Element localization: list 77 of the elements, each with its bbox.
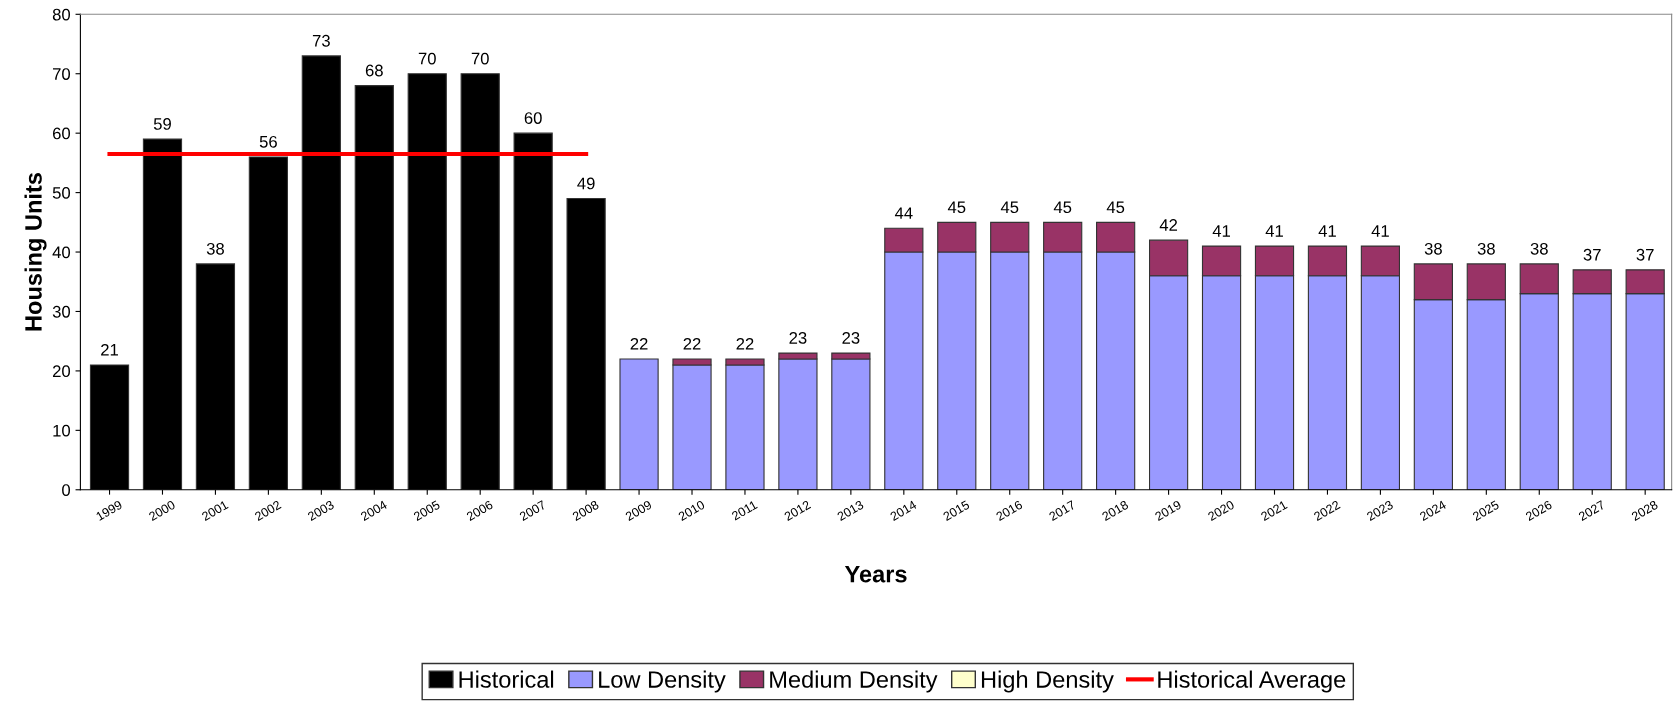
x-tick-label: 2007 bbox=[518, 500, 547, 522]
total-label: 22 bbox=[736, 337, 754, 350]
x-tick-label: 2000 bbox=[148, 500, 176, 522]
total-label: 22 bbox=[683, 337, 701, 350]
total-label: 38 bbox=[1530, 242, 1548, 255]
x-axis-title: Years bbox=[844, 566, 907, 583]
x-tick-label: 2025 bbox=[1472, 500, 1500, 522]
total-label: 49 bbox=[577, 177, 595, 190]
x-tick-label: 2001 bbox=[201, 500, 229, 522]
y-tick-label: 30 bbox=[52, 305, 71, 318]
total-label: 22 bbox=[630, 337, 648, 350]
legend-label: Medium Density bbox=[770, 670, 938, 693]
x-tick-label: 2020 bbox=[1207, 500, 1235, 522]
x-tick-label: 2006 bbox=[465, 500, 494, 522]
total-label: 42 bbox=[1159, 219, 1178, 231]
total-label: 45 bbox=[1000, 201, 1019, 214]
y-tick-label: 20 bbox=[52, 365, 71, 378]
total-label: 59 bbox=[153, 118, 171, 130]
x-tick-label: 2014 bbox=[889, 499, 918, 522]
total-label: 38 bbox=[1477, 242, 1495, 255]
legend-label: Historical bbox=[459, 670, 554, 688]
total-label: 70 bbox=[471, 52, 489, 65]
total-label: 56 bbox=[259, 135, 277, 148]
y-axis-title: Housing Units bbox=[24, 172, 47, 331]
x-tick-label: 2009 bbox=[624, 500, 653, 522]
total-label: 41 bbox=[1265, 225, 1283, 237]
x-tick-label: 2011 bbox=[731, 500, 758, 521]
total-label: 37 bbox=[1583, 248, 1601, 261]
total-label: 21 bbox=[101, 343, 118, 356]
x-tick-label: 2027 bbox=[1577, 500, 1606, 522]
total-label: 60 bbox=[524, 112, 542, 124]
x-tick-label: 2005 bbox=[413, 500, 441, 522]
y-tick-label: 80 bbox=[52, 8, 71, 21]
legend-label: High Density bbox=[981, 670, 1114, 693]
x-tick-label: 2028 bbox=[1630, 500, 1659, 522]
total-label: 44 bbox=[894, 207, 913, 219]
x-tick-label: 2019 bbox=[1154, 500, 1182, 522]
total-label: 45 bbox=[1053, 201, 1072, 214]
x-tick-label: 2024 bbox=[1419, 499, 1447, 522]
x-tick-label: 2026 bbox=[1525, 500, 1553, 522]
bar bbox=[619, 358, 659, 490]
total-label: 23 bbox=[789, 332, 807, 344]
x-tick-label: 2008 bbox=[571, 500, 600, 522]
legend-label: Low Density bbox=[599, 670, 726, 693]
total-label: 41 bbox=[1212, 225, 1230, 237]
x-tick-label: 2013 bbox=[836, 500, 865, 522]
total-label: 37 bbox=[1636, 248, 1654, 261]
y-tick-label: 60 bbox=[52, 127, 71, 140]
x-tick-label: 2017 bbox=[1048, 500, 1076, 522]
total-label: 45 bbox=[1106, 201, 1125, 214]
x-tick-label: 2010 bbox=[677, 500, 706, 522]
total-label: 23 bbox=[842, 332, 860, 344]
total-label: 45 bbox=[947, 201, 966, 214]
y-tick-label: 70 bbox=[53, 68, 71, 80]
total-label: 73 bbox=[312, 34, 330, 47]
total-label: 38 bbox=[1424, 242, 1442, 255]
y-tick-label: 40 bbox=[52, 246, 71, 259]
legend-label: Historical Average bbox=[1158, 670, 1346, 693]
x-tick-label: 2021 bbox=[1260, 500, 1288, 522]
x-tick-label: 2018 bbox=[1101, 500, 1129, 522]
x-tick-label: 2022 bbox=[1313, 500, 1341, 522]
x-tick-label: 2016 bbox=[995, 500, 1023, 522]
y-tick-label: 10 bbox=[53, 424, 71, 437]
total-label: 68 bbox=[365, 64, 383, 77]
total-label: 41 bbox=[1371, 225, 1389, 237]
total-label: 70 bbox=[418, 52, 436, 65]
x-tick-label: 2015 bbox=[942, 500, 971, 522]
x-tick-label: 2002 bbox=[254, 500, 282, 522]
y-tick-label: 50 bbox=[52, 187, 71, 199]
x-tick-label: 2004 bbox=[360, 499, 388, 522]
total-label: 38 bbox=[206, 242, 224, 255]
total-label: 41 bbox=[1318, 225, 1336, 237]
x-tick-label: 2003 bbox=[307, 500, 335, 522]
x-tick-label: 2012 bbox=[783, 500, 812, 522]
x-tick-label: 2023 bbox=[1366, 500, 1394, 522]
x-tick-label: 1999 bbox=[95, 500, 123, 521]
y-tick-label: 0 bbox=[62, 484, 71, 496]
